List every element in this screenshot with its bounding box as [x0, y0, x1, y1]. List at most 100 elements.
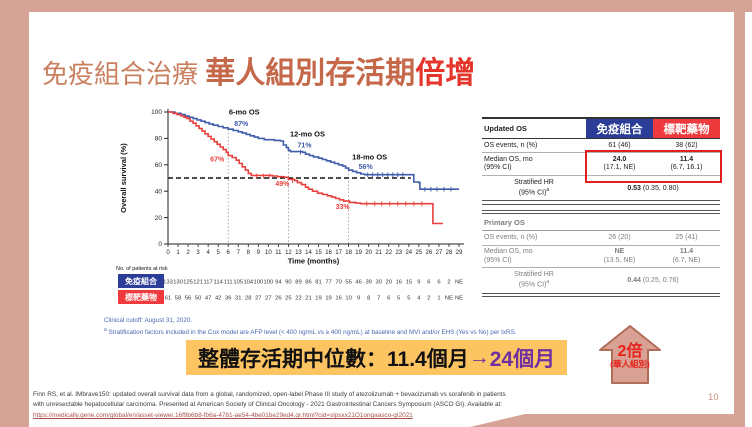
at-risk-value: 4 — [417, 296, 421, 302]
y-axis-title: Overall survival (%) — [119, 143, 128, 213]
hr-value-bold: 0.44 — [627, 277, 641, 284]
x-tick-label: 28 — [446, 250, 453, 256]
frame-left-bar — [0, 0, 29, 427]
frame-top-bar — [0, 0, 752, 12]
row-label: Median OS, mo (95% CI) — [482, 248, 586, 265]
median-label: Median OS, mo — [484, 155, 533, 163]
at-risk-value: 100 — [264, 280, 274, 286]
at-risk-value: 2 — [427, 296, 430, 302]
at-risk-value: 19 — [315, 296, 321, 302]
at-risk-value: 25 — [285, 296, 291, 302]
median-v1-ci: (13.5, NE) — [603, 256, 636, 264]
page-number: 10 — [708, 392, 719, 403]
hr-value-ci: (0.35, 0.80) — [640, 184, 679, 192]
at-risk-value: 42 — [215, 296, 221, 302]
at-risk-value: 39 — [365, 280, 371, 286]
median-value-arm1: NE (13.5, NE) — [586, 248, 653, 265]
footnote-marker: a — [546, 187, 550, 194]
x-tick-label: 27 — [436, 250, 443, 256]
median-label-ci: (95% CI) — [484, 164, 512, 172]
y-tick-label: 0 — [158, 241, 162, 248]
chart-annotation: 67% — [210, 157, 225, 164]
section-divider — [482, 209, 720, 215]
at-risk-value: NE — [445, 296, 453, 302]
fold-increase-callout: 2倍 (華人組別) — [598, 324, 662, 386]
chart-annotation: 12-mo OS — [290, 129, 325, 138]
median-value-arm2: 11.4 (6.7, 16.1) — [653, 156, 720, 173]
key-message-banner: 整體存活期中位數：11.4個月 → 24個月 — [186, 340, 568, 375]
at-risk-value: 46 — [355, 280, 361, 286]
x-tick-label: 20 — [365, 250, 372, 256]
y-tick-label: 80 — [155, 136, 163, 143]
hr-label-ci-text: (95% CI) — [518, 281, 547, 289]
at-risk-value: 6 — [387, 296, 390, 302]
citation-line1: Finn RS, et al. IMbrave150: updated over… — [33, 391, 506, 398]
legend-box — [118, 274, 164, 288]
at-risk-value: 20 — [386, 280, 392, 286]
x-tick-label: 26 — [426, 250, 433, 256]
hr-value-bold: 0.53 — [627, 184, 641, 192]
x-tick-label: 25 — [416, 250, 423, 256]
at-risk-value: 21 — [305, 296, 311, 302]
y-tick-label: 60 — [155, 162, 163, 169]
at-risk-value: 133 — [163, 280, 173, 286]
at-risk-value: 5 — [397, 296, 400, 302]
y-tick-label: 100 — [151, 109, 162, 116]
at-risk-value: 22 — [295, 296, 301, 302]
at-risk-value: 50 — [195, 296, 201, 302]
clinical-cutoff-note: Clinical cutoff: August 31, 2020. — [104, 317, 193, 324]
citation-footer: Finn RS, et al. IMbrave150: updated over… — [33, 390, 673, 421]
stratification-note-text: Stratification factors included in the C… — [106, 329, 517, 337]
events-value-arm1: 61 (46) — [608, 141, 631, 149]
results-table-header-row: Updated OS 免疫組合 標靶藥物 — [482, 119, 720, 139]
at-risk-value: 16 — [396, 280, 402, 286]
median-value-arm1: 24.0 (17.1, NE) — [586, 156, 653, 173]
at-risk-value: 9 — [417, 280, 420, 286]
updated-os-events-row: OS events, n (%) 61 (46) 38 (62) — [482, 139, 720, 154]
primary-median-os-row: Median OS, mo (95% CI) NE (13.5, NE) 11.… — [482, 246, 720, 269]
chart-annotation: 6-mo OS — [229, 108, 260, 117]
at-risk-value: 27 — [255, 296, 261, 302]
section-divider — [482, 200, 720, 205]
hr-label: Stratified HR — [514, 270, 554, 278]
banner-text-black: 整體存活期中位數：11.4個月 — [198, 347, 469, 371]
x-tick-label: 7 — [237, 250, 241, 256]
x-tick-label: 5 — [217, 250, 221, 256]
hr-value-ci: (0.25, 0.76) — [640, 277, 679, 284]
at-risk-value: 16 — [335, 296, 341, 302]
at-risk-value: 125 — [183, 280, 193, 286]
at-risk-value: 26 — [275, 296, 281, 302]
x-tick-label: 13 — [295, 250, 302, 256]
x-tick-label: 17 — [335, 250, 342, 256]
banner-arrow: → — [468, 345, 490, 369]
x-tick-label: 12 — [285, 250, 292, 256]
at-risk-value: 9 — [357, 296, 360, 302]
at-risk-value: 117 — [204, 280, 213, 286]
median-v1-ci: (17.1, NE) — [603, 164, 636, 172]
x-tick-label: 24 — [405, 250, 412, 256]
at-risk-value: 30 — [375, 280, 381, 286]
median-value-arm2: 11.4 (6.7, NE) — [653, 248, 720, 265]
at-risk-value: 70 — [335, 280, 341, 286]
row-label: OS events, n (%) — [484, 233, 538, 241]
hr-value: 0.53 (0.35, 0.80) — [586, 185, 720, 192]
at-risk-value: 6 — [437, 280, 440, 286]
median-v2-ci: (6.7, NE) — [672, 256, 701, 264]
x-tick-label: 19 — [355, 250, 362, 256]
chart-annotation: 71% — [297, 143, 312, 150]
at-risk-value: 61 — [165, 296, 171, 302]
x-tick-label: 1 — [176, 250, 180, 256]
at-risk-value: 6 — [427, 280, 430, 286]
frame-right-bar — [734, 12, 745, 427]
x-tick-label: 6 — [227, 250, 231, 256]
at-risk-value: 86 — [305, 280, 311, 286]
at-risk-value: 31 — [235, 296, 241, 302]
km-curve — [168, 111, 459, 190]
hr-label-ci: (95% CI)a — [482, 279, 586, 290]
section-divider — [482, 292, 720, 298]
legend-box — [118, 290, 164, 304]
median-v2-ci: (6.7, 16.1) — [670, 164, 703, 172]
os-results-table: Updated OS 免疫組合 標靶藥物 OS events, n (%) 61… — [482, 117, 722, 298]
citation-link[interactable]: https://medically.gene.com/global/en/ass… — [33, 411, 413, 419]
